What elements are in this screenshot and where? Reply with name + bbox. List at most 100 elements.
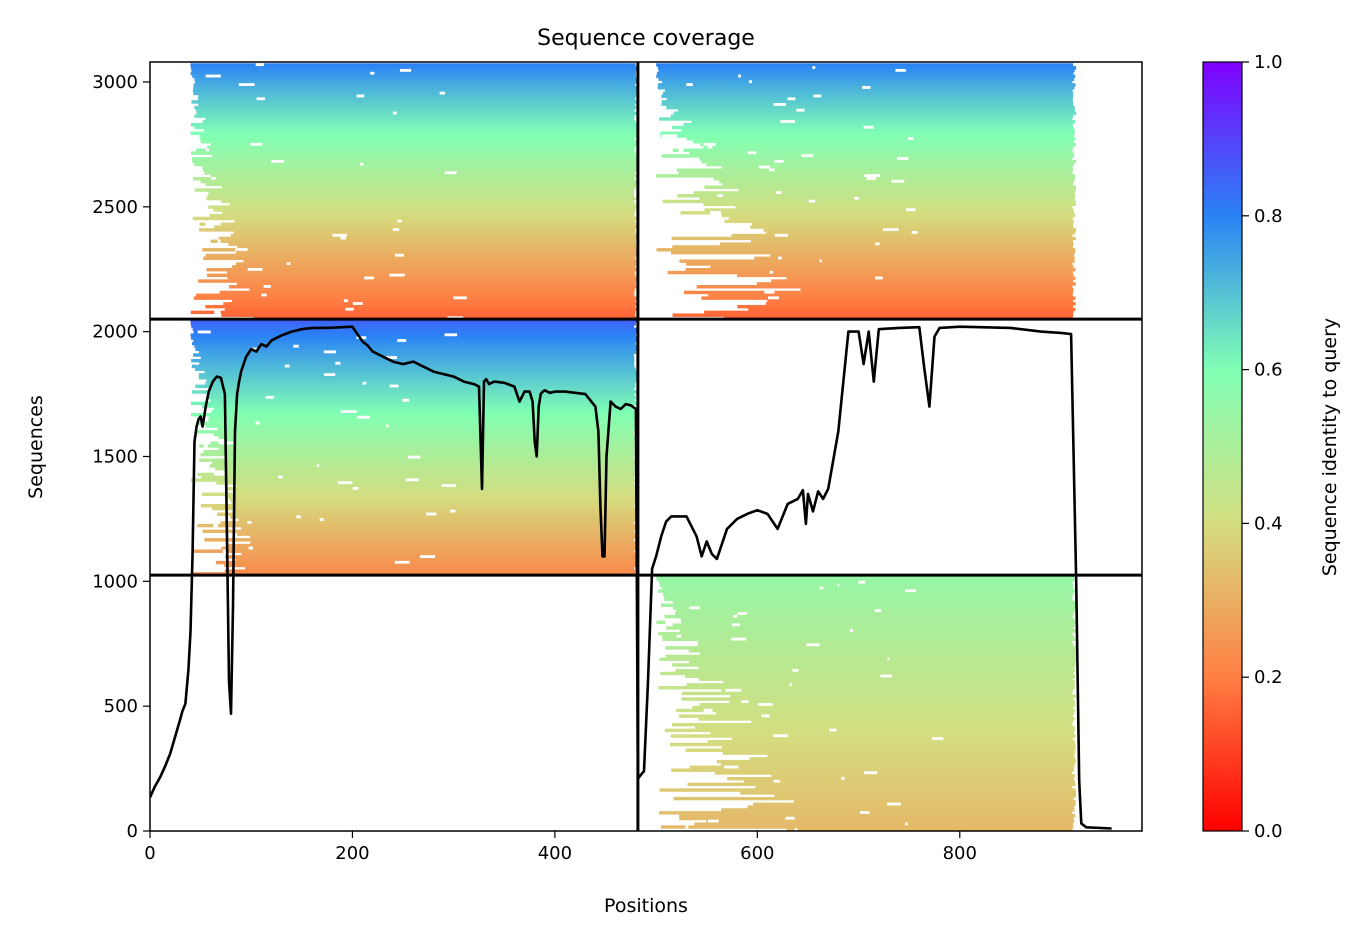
heatmap-gap (808, 199, 816, 204)
heatmap-row (659, 580, 1073, 585)
heatmap-row (661, 603, 1076, 607)
heatmap-row (681, 691, 1073, 696)
heatmap-gap (768, 296, 780, 300)
heatmap-gap (340, 236, 346, 241)
heatmap-row (199, 350, 637, 354)
heatmap-gap (801, 154, 814, 158)
heatmap-row (195, 80, 638, 84)
heatmap-gap (737, 612, 748, 616)
heatmap-row (238, 518, 637, 522)
heatmap-row (197, 97, 636, 101)
heatmap-gap (858, 580, 866, 585)
heatmap-gap (324, 373, 336, 377)
heatmap-gap (854, 196, 859, 201)
heatmap-gap (775, 191, 782, 195)
heatmap-row (209, 464, 637, 468)
x-axis-ticks: 0 200 400 600 800 (144, 831, 977, 864)
heatmap-row (688, 649, 1076, 653)
heatmap-row (774, 794, 1076, 798)
y-tick-label: 2000 (92, 322, 138, 343)
heatmap-gap (337, 481, 353, 485)
heatmap-row (700, 142, 1076, 147)
heatmap-row (222, 211, 635, 215)
heatmap-row (660, 671, 1074, 676)
heatmap-row (662, 199, 1076, 204)
heatmap-row (689, 660, 1076, 664)
heatmap-row (190, 413, 637, 417)
heatmap-gap (686, 83, 693, 87)
heatmap-row (223, 302, 637, 306)
heatmap-row (202, 529, 635, 534)
heatmap-gap (882, 228, 899, 232)
heatmap-row (660, 131, 1075, 135)
heatmap-gap (238, 83, 255, 87)
heatmap-gap (385, 356, 397, 360)
heatmap-row (666, 97, 1073, 101)
heatmap-row (208, 415, 638, 420)
heatmap-gap (426, 512, 437, 516)
heatmap-gap (864, 174, 881, 178)
heatmap-gap (689, 606, 700, 610)
heatmap-gap (389, 384, 399, 389)
heatmap-row (249, 287, 635, 292)
heatmap-row (197, 421, 635, 425)
heatmap-gap (774, 159, 784, 164)
heatmap-row (731, 233, 1073, 238)
heatmap-row (729, 700, 1075, 704)
heatmap-row (216, 481, 635, 485)
heatmap-row (672, 148, 1073, 152)
heatmap-row (212, 506, 636, 511)
heatmap-gap (907, 137, 914, 141)
heatmap-gap (335, 361, 341, 366)
heatmap-row (658, 77, 1075, 81)
heatmap-row (727, 776, 1074, 781)
heatmap-row (194, 77, 638, 81)
heatmap-row (695, 725, 1075, 730)
heatmap-row (672, 313, 1074, 317)
heatmap-row (190, 333, 636, 337)
heatmap-gap (731, 637, 747, 642)
heatmap-row (730, 694, 1077, 698)
heatmap-row (190, 322, 636, 326)
heatmap-row (756, 282, 1076, 286)
heatmap-row (664, 614, 1073, 619)
heatmap-gap (891, 179, 905, 184)
heatmap-gap (837, 583, 840, 588)
heatmap-row (210, 174, 637, 178)
heatmap-gap (362, 381, 367, 386)
heatmap-row (685, 674, 1076, 679)
heatmap-row (204, 538, 634, 542)
heatmap-row (195, 384, 636, 389)
heatmap-block-1 (656, 63, 1077, 320)
heatmap-row (229, 202, 636, 207)
colorbar-tick-label: 1.0 (1254, 52, 1283, 73)
heatmap-gap (352, 486, 359, 491)
colorbar-tick-label: 0.6 (1254, 360, 1283, 381)
heatmap-gap (343, 299, 349, 303)
heatmap-row (235, 509, 636, 514)
heatmap-gap (887, 802, 901, 807)
heatmap-gap (905, 589, 917, 593)
heatmap-row (721, 213, 1076, 218)
heatmap-row (752, 222, 1074, 226)
heatmap-row (701, 296, 1076, 300)
heatmap-row (699, 703, 1076, 707)
heatmap-row (193, 91, 637, 96)
heatmap-row (193, 83, 636, 87)
heatmap-row (196, 111, 637, 116)
heatmap-row (230, 498, 638, 502)
heatmap-gap (665, 620, 681, 625)
heatmap-row (737, 273, 1074, 278)
heatmap-row (200, 137, 635, 141)
heatmap-row (198, 376, 638, 380)
heatmap-row (250, 540, 637, 545)
heatmap-row (197, 430, 634, 434)
heatmap-row (716, 711, 1075, 716)
heatmap-row (191, 364, 635, 369)
heatmap-row (662, 80, 1073, 84)
heatmap-row (666, 626, 1074, 630)
heatmap-gap (205, 222, 221, 226)
heatmap-row (224, 307, 638, 312)
heatmap-row (723, 680, 1075, 684)
